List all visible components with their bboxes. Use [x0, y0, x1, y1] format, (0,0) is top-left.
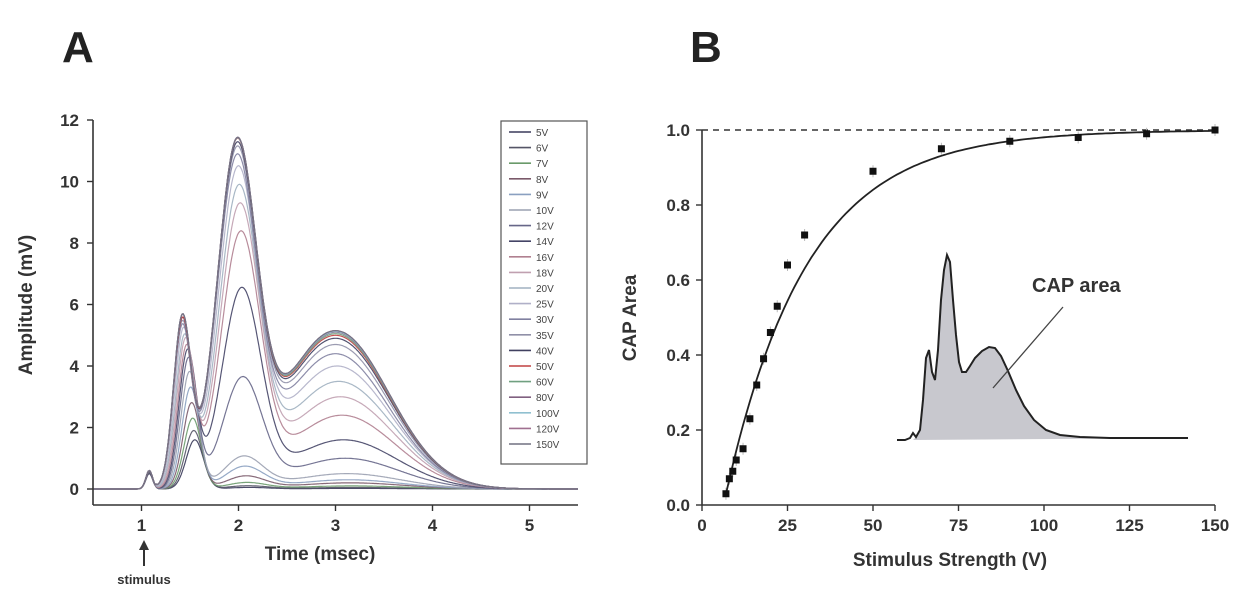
b-y-tick-label: 0.4	[666, 346, 690, 365]
b-fit-curve	[725, 130, 1215, 495]
inset-cap-fill	[913, 255, 1188, 440]
a-x-tick-label: 5	[525, 516, 534, 535]
legend-label: 25V	[536, 300, 554, 311]
b-x-tick-label: 0	[697, 516, 706, 535]
b-data-point	[746, 415, 754, 423]
cap-area-inset: CAP area	[897, 251, 1188, 441]
panel-a-letter: A	[62, 23, 94, 72]
legend-label: 12V	[536, 222, 554, 233]
b-x-axis-title: Stimulus Strength (V)	[853, 550, 1047, 571]
b-y-tick-label: 0.2	[666, 421, 690, 440]
legend-label: 6V	[536, 144, 549, 155]
a-y-tick-label: 10	[60, 173, 79, 192]
b-data-point	[725, 475, 733, 483]
b-data-point	[722, 490, 730, 498]
legend-label: 120V	[536, 424, 560, 435]
a-y-tick-label: 6	[70, 296, 79, 315]
b-data-point	[801, 231, 809, 239]
a-x-tick-label: 2	[234, 516, 243, 535]
cap-trace	[93, 136, 578, 490]
b-x-tick-label: 75	[949, 516, 968, 535]
b-x-tick-label: 100	[1030, 516, 1058, 535]
a-legend: 5V 6V 7V 8V 9V 10V 12V 14V 16V 18V 20V 25V 30V 35V 40V…	[509, 128, 560, 451]
legend-label: 35V	[536, 331, 554, 342]
a-y-tick-label: 0	[70, 480, 79, 499]
b-data-point	[1074, 134, 1082, 141]
b-x-tick-label: 25	[778, 516, 797, 535]
b-x-tick-label: 50	[864, 516, 883, 535]
inset-pointer-line	[992, 306, 1064, 389]
legend-label: 14V	[536, 237, 554, 248]
legend-label: 30V	[536, 315, 554, 326]
legend-label: 80V	[536, 393, 554, 404]
b-data-point	[753, 381, 761, 389]
a-y-axis-title: Amplitude (mV)	[16, 235, 37, 375]
panel-b-chart: CAP area 0.0 0.2 0.4 0.6 0.8 1.0 0 25 50 75 100 12…	[620, 121, 1229, 571]
legend-label: 9V	[536, 190, 549, 201]
a-x-tick-label: 4	[428, 516, 438, 535]
a-x-tick-label: 3	[331, 516, 340, 535]
inset-cap-trace	[897, 251, 1188, 441]
b-x-tick-label: 125	[1115, 516, 1143, 535]
a-y-tick-label: 4	[70, 357, 80, 376]
legend-label: 60V	[536, 378, 554, 389]
b-data-points	[722, 126, 1219, 498]
b-data-point	[784, 261, 791, 269]
b-y-tick-label: 0.0	[666, 496, 690, 515]
cap-traces	[93, 136, 578, 490]
legend-label: 50V	[536, 362, 554, 373]
b-data-point	[766, 329, 774, 336]
b-y-tick-label: 0.8	[666, 196, 690, 215]
legend-label: 20V	[536, 284, 554, 295]
b-data-point	[1143, 130, 1151, 138]
a-y-tick-label: 8	[70, 234, 79, 253]
b-data-point	[1211, 126, 1219, 134]
b-data-point	[1006, 137, 1014, 145]
b-data-point	[773, 302, 781, 310]
b-y-tick-label: 0.6	[666, 271, 690, 290]
b-data-point	[739, 445, 747, 453]
b-y-axis-title: CAP Area	[620, 274, 641, 361]
legend-label: 18V	[536, 268, 554, 279]
b-data-point	[937, 145, 945, 153]
a-y-tick-label: 2	[70, 419, 79, 438]
b-data-point	[869, 167, 877, 175]
legend-label: 10V	[536, 206, 554, 217]
b-data-point	[732, 456, 740, 464]
b-y-tick-label: 1.0	[666, 121, 690, 140]
b-data-point	[760, 355, 768, 363]
inset-label: CAP area	[1032, 275, 1121, 297]
legend-label: 16V	[536, 253, 554, 264]
legend-label: 5V	[536, 128, 549, 139]
legend-label: 7V	[536, 159, 549, 170]
stimulus-arrow-icon	[139, 540, 149, 566]
b-x-tick-label: 150	[1201, 516, 1229, 535]
a-x-tick-label: 1	[137, 516, 146, 535]
legend-label: 150V	[536, 440, 560, 451]
panel-b-letter: B	[690, 23, 722, 72]
a-x-axis-title: Time (msec)	[265, 544, 376, 565]
legend-label: 100V	[536, 409, 560, 420]
legend-label: 40V	[536, 346, 554, 357]
stimulus-label: stimulus	[117, 572, 170, 587]
b-data-point	[729, 467, 737, 475]
a-y-tick-label: 12	[60, 111, 79, 130]
legend-label: 8V	[536, 175, 549, 186]
